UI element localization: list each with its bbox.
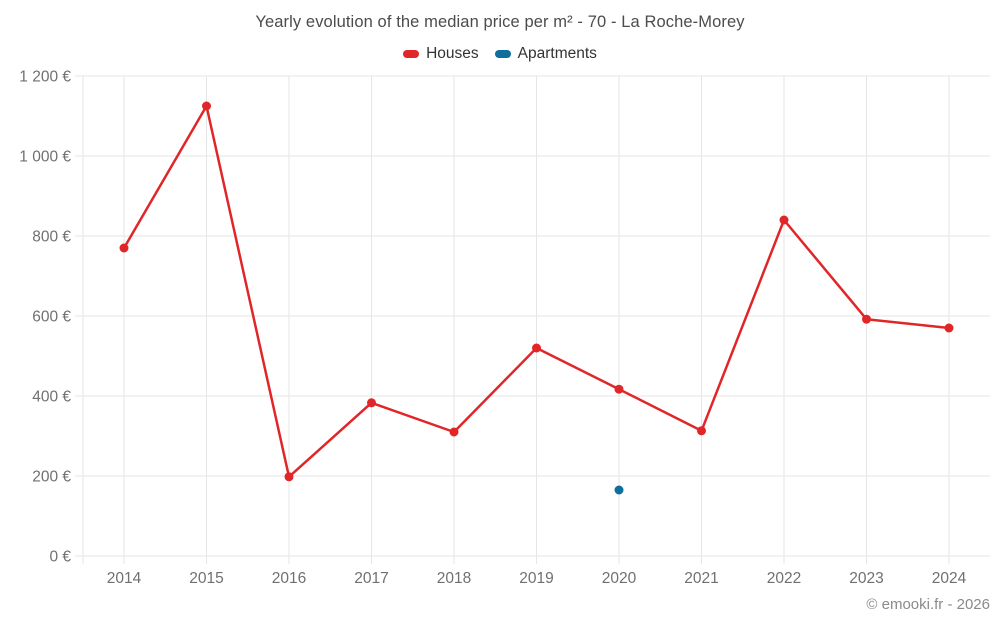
data-point-houses-2021[interactable] <box>697 426 706 436</box>
y-axis-label: 0 € <box>49 549 71 566</box>
x-axis-label: 2019 <box>519 570 553 587</box>
y-axis-label: 400 € <box>32 389 71 406</box>
data-point-apartments-2020[interactable] <box>614 485 624 495</box>
data-point-houses-2022[interactable] <box>779 215 789 225</box>
x-axis-label: 2018 <box>437 570 471 587</box>
legend-label: Houses <box>426 45 479 62</box>
x-axis-label: 2024 <box>932 570 967 587</box>
x-axis-label: 2020 <box>602 570 637 587</box>
data-point-houses-2017[interactable] <box>367 398 376 408</box>
y-axis-label: 1 200 € <box>19 69 71 86</box>
x-axis-label: 2014 <box>107 570 142 587</box>
legend-item-apartments[interactable]: Apartments <box>494 45 597 63</box>
x-axis-label: 2021 <box>684 570 718 587</box>
legend-label: Apartments <box>517 45 597 62</box>
x-axis-label: 2023 <box>849 570 883 587</box>
apartments-legend-swatch-icon <box>494 50 511 58</box>
x-axis-label: 2015 <box>189 570 223 587</box>
chart-legend: Houses Apartments <box>0 45 1000 63</box>
y-axis-label: 600 € <box>32 309 71 326</box>
y-axis-label: 200 € <box>32 469 71 486</box>
x-axis-label: 2022 <box>767 570 801 587</box>
data-point-houses-2024[interactable] <box>944 323 954 333</box>
data-point-houses-2019[interactable] <box>532 343 541 353</box>
y-axis-label: 1 000 € <box>19 149 71 166</box>
data-point-houses-2023[interactable] <box>862 314 871 324</box>
data-point-houses-2016[interactable] <box>284 472 294 482</box>
data-point-houses-2018[interactable] <box>449 427 459 437</box>
y-axis-label: 800 € <box>32 229 71 246</box>
x-axis-label: 2016 <box>272 570 306 587</box>
x-axis-label: 2017 <box>354 570 388 587</box>
legend-item-houses[interactable]: Houses <box>403 45 479 63</box>
data-point-houses-2015[interactable] <box>202 101 211 111</box>
houses-legend-swatch-icon <box>403 50 420 58</box>
data-point-houses-2014[interactable] <box>119 243 129 253</box>
copyright-footer: © emooki.fr - 2026 <box>866 596 990 613</box>
data-point-houses-2020[interactable] <box>614 384 624 394</box>
chart-title: Yearly evolution of the median price per… <box>255 13 745 31</box>
